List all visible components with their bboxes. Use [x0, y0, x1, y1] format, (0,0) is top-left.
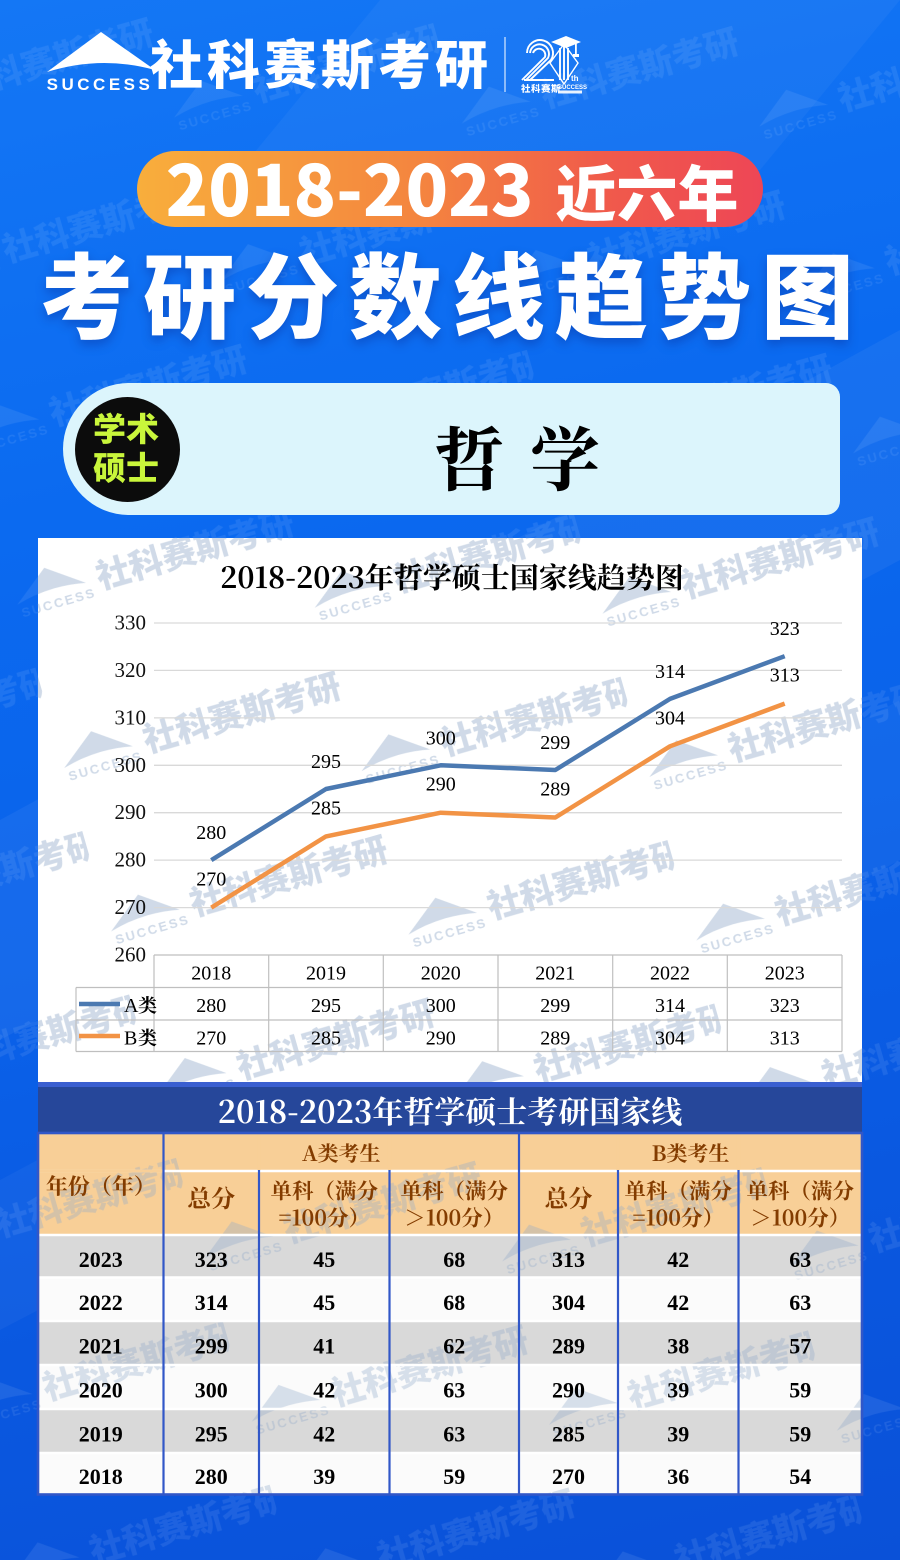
svg-text:63: 63 — [443, 1422, 465, 1447]
svg-text:300: 300 — [115, 753, 147, 777]
svg-text:310: 310 — [115, 705, 147, 729]
svg-text:2021: 2021 — [535, 963, 575, 985]
svg-text:54: 54 — [789, 1464, 811, 1489]
svg-text:36: 36 — [667, 1464, 689, 1489]
svg-text:300: 300 — [195, 1378, 228, 1403]
svg-text:A: A — [124, 995, 139, 1017]
svg-text:68: 68 — [443, 1290, 465, 1315]
svg-text:314: 314 — [655, 995, 685, 1017]
svg-text:313: 313 — [770, 1028, 800, 1050]
svg-text:290: 290 — [115, 800, 147, 824]
svg-text:285: 285 — [311, 797, 341, 819]
svg-text:280: 280 — [115, 848, 147, 872]
svg-text:300: 300 — [426, 995, 456, 1017]
svg-text:280: 280 — [196, 995, 226, 1017]
svg-text:63: 63 — [443, 1378, 465, 1403]
svg-text:2023: 2023 — [79, 1247, 123, 1272]
svg-text:42: 42 — [667, 1290, 689, 1315]
svg-text:299: 299 — [540, 732, 570, 754]
svg-text:2019: 2019 — [306, 963, 346, 985]
svg-text:290: 290 — [426, 774, 456, 796]
svg-text:300: 300 — [426, 727, 456, 749]
svg-text:B: B — [124, 1028, 137, 1050]
svg-text:42: 42 — [313, 1378, 335, 1403]
svg-text:295: 295 — [311, 751, 341, 773]
svg-text:SUCCESS: SUCCESS — [47, 75, 154, 94]
svg-text:314: 314 — [655, 661, 685, 683]
svg-text:59: 59 — [789, 1422, 811, 1447]
svg-text:323: 323 — [770, 995, 800, 1017]
svg-text:313: 313 — [770, 665, 800, 687]
svg-text:2018: 2018 — [79, 1464, 123, 1489]
svg-text:304: 304 — [655, 1028, 685, 1050]
svg-text:290: 290 — [426, 1028, 456, 1050]
svg-text:295: 295 — [311, 995, 341, 1017]
svg-text:270: 270 — [115, 895, 147, 919]
svg-text:314: 314 — [195, 1290, 228, 1315]
svg-text:304: 304 — [655, 707, 685, 729]
svg-text:2023: 2023 — [765, 963, 805, 985]
svg-text:2020: 2020 — [421, 963, 461, 985]
svg-text:39: 39 — [667, 1422, 689, 1447]
svg-text:2018: 2018 — [191, 963, 231, 985]
svg-text:63: 63 — [789, 1290, 811, 1315]
svg-text:323: 323 — [195, 1247, 228, 1272]
svg-text:2022: 2022 — [79, 1290, 123, 1315]
svg-text:57: 57 — [789, 1334, 811, 1359]
svg-text:320: 320 — [115, 658, 147, 682]
svg-text:260: 260 — [115, 943, 147, 967]
svg-text:270: 270 — [196, 869, 226, 891]
svg-text:45: 45 — [313, 1247, 335, 1272]
svg-text:39: 39 — [313, 1464, 335, 1489]
svg-text:62: 62 — [443, 1334, 465, 1359]
svg-text:270: 270 — [196, 1028, 226, 1050]
svg-text:285: 285 — [311, 1028, 341, 1050]
svg-text:63: 63 — [789, 1247, 811, 1272]
svg-text:45: 45 — [313, 1290, 335, 1315]
svg-text:th: th — [571, 74, 579, 83]
svg-text:304: 304 — [552, 1290, 585, 1315]
svg-text:285: 285 — [552, 1422, 585, 1447]
svg-text:289: 289 — [540, 779, 570, 801]
svg-text:280: 280 — [195, 1464, 228, 1489]
svg-text:41: 41 — [313, 1334, 335, 1359]
svg-text:299: 299 — [540, 995, 570, 1017]
svg-text:38: 38 — [667, 1334, 689, 1359]
svg-text:42: 42 — [313, 1422, 335, 1447]
svg-text:2020: 2020 — [79, 1378, 123, 1403]
svg-text:323: 323 — [770, 618, 800, 640]
svg-text:42: 42 — [667, 1247, 689, 1272]
svg-text:289: 289 — [540, 1028, 570, 1050]
svg-text:295: 295 — [195, 1422, 228, 1447]
svg-text:2022: 2022 — [650, 963, 690, 985]
svg-text:313: 313 — [552, 1247, 585, 1272]
svg-text:59: 59 — [443, 1464, 465, 1489]
svg-text:330: 330 — [115, 611, 147, 635]
svg-text:2019: 2019 — [79, 1422, 123, 1447]
svg-text:59: 59 — [789, 1378, 811, 1403]
svg-text:2021: 2021 — [79, 1334, 123, 1359]
svg-text:290: 290 — [552, 1378, 585, 1403]
svg-text:39: 39 — [667, 1378, 689, 1403]
svg-text:289: 289 — [552, 1334, 585, 1359]
svg-text:SUCCESS: SUCCESS — [558, 85, 587, 91]
svg-text:68: 68 — [443, 1247, 465, 1272]
svg-text:270: 270 — [552, 1464, 585, 1489]
svg-text:280: 280 — [196, 822, 226, 844]
svg-text:299: 299 — [195, 1334, 228, 1359]
